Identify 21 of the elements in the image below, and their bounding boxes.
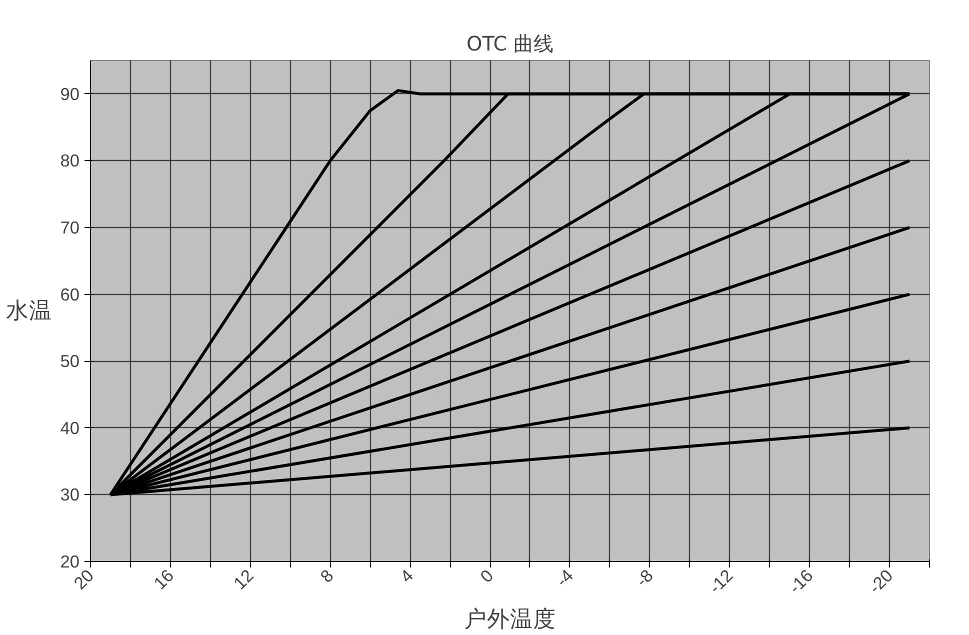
x-tick-label: -20 [864, 565, 897, 598]
x-tick-label: -8 [632, 565, 657, 590]
x-tick-label: -16 [784, 565, 817, 598]
y-tick-label: 20 [60, 552, 80, 572]
x-tick-label: 8 [316, 565, 338, 586]
x-tick-label: 4 [396, 565, 418, 586]
x-tick-label: -4 [552, 565, 578, 590]
y-tick-label: 60 [60, 284, 80, 304]
chart-title: OTC 曲线 [466, 32, 554, 56]
y-tick-label: 80 [60, 150, 80, 171]
y-axis-title: 水温 [6, 298, 52, 324]
y-tick-label: 30 [60, 484, 80, 505]
x-tick-label: 12 [230, 565, 258, 594]
y-tick-label: 70 [60, 218, 80, 238]
x-tick-label: -12 [704, 565, 737, 598]
y-tick-label: 90 [60, 84, 80, 104]
y-tick-label: 40 [60, 418, 80, 438]
y-tick-label: 50 [60, 351, 80, 372]
x-axis-title: 户外温度 [464, 606, 556, 633]
x-tick-label: 0 [476, 565, 498, 586]
x-tick-label: 16 [150, 565, 178, 594]
